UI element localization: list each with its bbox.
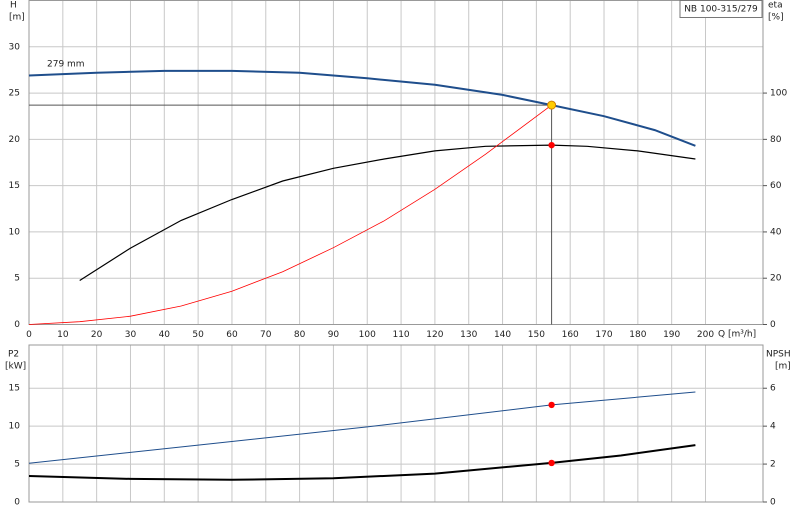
y2-tick-label: 100	[770, 89, 787, 99]
y2-tick-label: 0	[770, 498, 776, 508]
y-tick-label: 0	[14, 498, 20, 508]
curve	[28, 444, 696, 481]
curve	[28, 104, 552, 325]
x-tick-label: 10	[57, 330, 69, 340]
x-tick-label: 110	[392, 330, 409, 340]
x-tick-label: 20	[91, 330, 103, 340]
x-label: Q [m³/h]	[718, 330, 756, 340]
bottom-frame	[28, 344, 764, 503]
y2-tick-label: 80	[770, 135, 782, 145]
operating-point	[548, 141, 555, 149]
top-frame	[28, 0, 764, 325]
y-tick-label: 10	[9, 422, 21, 432]
y-tick-label: 20	[9, 135, 21, 145]
y-tick-label: 15	[9, 384, 20, 394]
y2-unit: [m]	[775, 362, 791, 372]
y-label: P2	[8, 350, 19, 360]
y-unit: [kW]	[5, 362, 26, 372]
y2-tick-label: 2	[770, 460, 776, 470]
x-tick-label: 0	[26, 330, 32, 340]
x-tick-label: 160	[562, 330, 579, 340]
x-tick-label: 170	[595, 330, 612, 340]
y2-unit: [%]	[768, 13, 784, 23]
x-tick-label: 70	[260, 330, 272, 340]
x-tick-label: 130	[460, 330, 477, 340]
y-tick-label: 5	[14, 274, 20, 284]
x-tick-label: 30	[125, 330, 137, 340]
y2-label: NPSH	[766, 350, 791, 360]
x-tick-label: 140	[494, 330, 511, 340]
x-tick-label: 80	[294, 330, 306, 340]
y-tick-label: 5	[14, 460, 20, 470]
curve	[79, 144, 696, 282]
y2-tick-label: 40	[770, 227, 782, 237]
y-tick-label: 25	[9, 89, 20, 99]
x-tick-label: 190	[663, 330, 680, 340]
y2-tick-label: 4	[770, 422, 776, 432]
x-tick-label: 180	[629, 330, 646, 340]
y2-label: eta	[768, 1, 783, 11]
x-tick-label: 50	[192, 330, 204, 340]
y-tick-label: 30	[9, 42, 21, 52]
x-tick-label: 120	[426, 330, 443, 340]
y-unit: [m]	[9, 13, 25, 23]
operating-point	[548, 459, 555, 467]
y2-tick-label: 0	[770, 320, 776, 330]
y-label: H	[10, 1, 17, 11]
annotation: 279 mm	[47, 60, 85, 70]
x-tick-label: 60	[226, 330, 238, 340]
title-box	[679, 0, 763, 18]
x-tick-label: 200	[697, 330, 714, 340]
y2-tick-label: 20	[770, 274, 782, 284]
x-tick-label: 90	[328, 330, 340, 340]
y2-tick-label: 60	[770, 181, 782, 191]
x-tick-label: 100	[359, 330, 376, 340]
chart-title: NB 100-315/279	[684, 5, 758, 15]
y-tick-label: 10	[9, 227, 21, 237]
y-tick-label: 15	[9, 181, 20, 191]
y2-tick-label: 6	[770, 384, 776, 394]
operating-point	[548, 401, 555, 409]
operating-point	[547, 100, 557, 110]
x-tick-label: 40	[159, 330, 171, 340]
curve	[28, 69, 696, 147]
y-tick-label: 0	[14, 320, 20, 330]
x-tick-label: 150	[528, 330, 545, 340]
curve	[28, 391, 696, 464]
